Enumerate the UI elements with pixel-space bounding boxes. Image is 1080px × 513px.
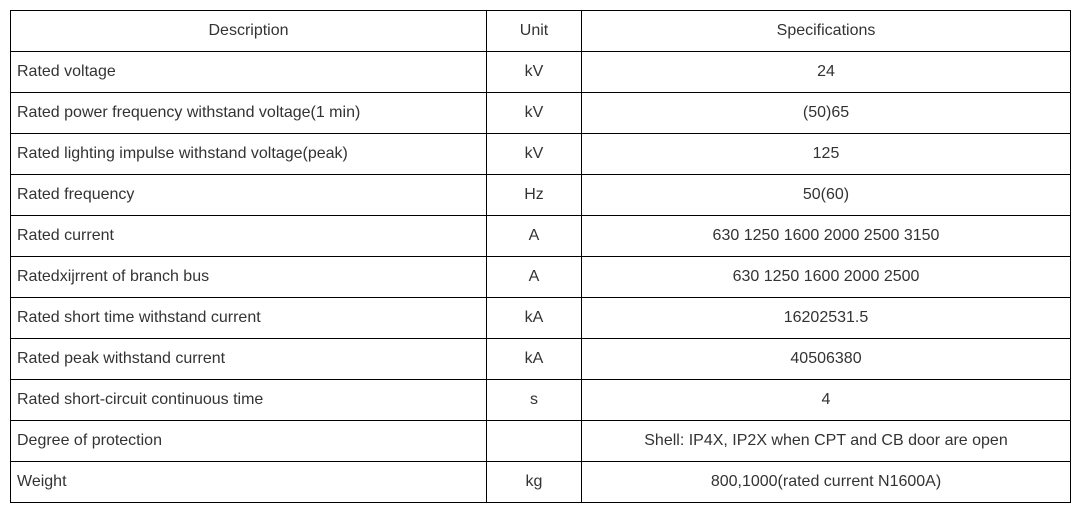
cell-spec: 125	[582, 134, 1071, 175]
cell-spec: 800,1000(rated current N1600A)	[582, 462, 1071, 503]
cell-description: Rated current	[11, 216, 487, 257]
table-row: Rated short time withstand current kA 16…	[11, 298, 1071, 339]
cell-description: Rated lighting impulse withstand voltage…	[11, 134, 487, 175]
table-row: Rated peak withstand current kA 40506380	[11, 339, 1071, 380]
cell-unit	[487, 421, 582, 462]
col-header-specifications: Specifications	[582, 11, 1071, 52]
cell-unit: kV	[487, 93, 582, 134]
cell-unit: kA	[487, 339, 582, 380]
table-row: Degree of protection Shell: IP4X, IP2X w…	[11, 421, 1071, 462]
cell-description: Rated frequency	[11, 175, 487, 216]
table-row: Rated power frequency withstand voltage(…	[11, 93, 1071, 134]
table-row: Rated current A 630 1250 1600 2000 2500 …	[11, 216, 1071, 257]
cell-spec: (50)65	[582, 93, 1071, 134]
table-row: Rated frequency Hz 50(60)	[11, 175, 1071, 216]
cell-spec: 4	[582, 380, 1071, 421]
cell-spec: 630 1250 1600 2000 2500	[582, 257, 1071, 298]
cell-description: Weight	[11, 462, 487, 503]
cell-description: Degree of protection	[11, 421, 487, 462]
table-row: Weight kg 800,1000(rated current N1600A)	[11, 462, 1071, 503]
cell-description: Rated short time withstand current	[11, 298, 487, 339]
cell-unit: A	[487, 216, 582, 257]
cell-unit: A	[487, 257, 582, 298]
table-row: Rated lighting impulse withstand voltage…	[11, 134, 1071, 175]
cell-unit: kV	[487, 134, 582, 175]
table-row: Rated voltage kV 24	[11, 52, 1071, 93]
spec-table: Description Unit Specifications Rated vo…	[10, 10, 1071, 503]
cell-description: Rated short-circuit continuous time	[11, 380, 487, 421]
table-header-row: Description Unit Specifications	[11, 11, 1071, 52]
cell-spec: 630 1250 1600 2000 2500 3150	[582, 216, 1071, 257]
cell-spec: 40506380	[582, 339, 1071, 380]
col-header-description: Description	[11, 11, 487, 52]
cell-unit: Hz	[487, 175, 582, 216]
cell-spec: 24	[582, 52, 1071, 93]
col-header-unit: Unit	[487, 11, 582, 52]
cell-unit: kg	[487, 462, 582, 503]
cell-description: Rated peak withstand current	[11, 339, 487, 380]
cell-spec: 16202531.5	[582, 298, 1071, 339]
table-row: Ratedxijrrent of branch bus A 630 1250 1…	[11, 257, 1071, 298]
cell-unit: kA	[487, 298, 582, 339]
cell-unit: kV	[487, 52, 582, 93]
table-row: Rated short-circuit continuous time s 4	[11, 380, 1071, 421]
cell-description: Rated voltage	[11, 52, 487, 93]
cell-spec: Shell: IP4X, IP2X when CPT and CB door a…	[582, 421, 1071, 462]
cell-description: Rated power frequency withstand voltage(…	[11, 93, 487, 134]
cell-description: Ratedxijrrent of branch bus	[11, 257, 487, 298]
cell-unit: s	[487, 380, 582, 421]
cell-spec: 50(60)	[582, 175, 1071, 216]
